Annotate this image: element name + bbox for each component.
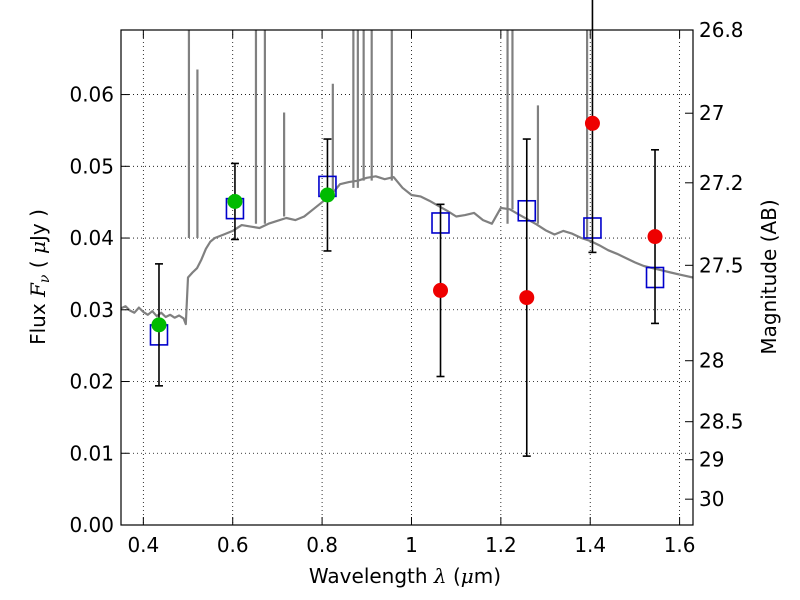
y2-tick-label: 28.5	[699, 410, 744, 434]
y-tick-label: 0.04	[69, 226, 114, 250]
x-tick-label: 1.2	[485, 533, 517, 557]
y2-tick-label: 27.2	[699, 171, 744, 195]
y2-tick-label: 30	[699, 487, 724, 511]
y2-tick-label: 27	[699, 101, 724, 125]
x-axis-label: Wavelength λ (μm)	[309, 564, 501, 588]
y2-tick-label: 28	[699, 349, 724, 373]
green-point	[151, 317, 167, 333]
red-point	[433, 282, 449, 298]
axis-ticks: 0.4 0.6 0.8 1 1.2 1.4 1.6 0.00 0.01 0.02 0.03 0.04 0…	[69, 18, 743, 557]
y-tick-label: 0.00	[69, 513, 114, 537]
y-tick-label: 0.01	[69, 441, 114, 465]
y-tick-label: 0.02	[69, 370, 114, 394]
x-tick-label: 1.6	[664, 533, 696, 557]
y-tick-label: 0.05	[69, 154, 114, 178]
x-tick-label: 1.4	[574, 533, 606, 557]
y-axis-label: Flux Fν ( μJy )	[26, 209, 53, 345]
green-point	[227, 193, 243, 209]
plot-frame	[120, 29, 694, 526]
red-point	[519, 290, 535, 306]
y2-tick-label: 29	[699, 448, 724, 472]
red-point	[584, 115, 600, 131]
plot-area	[121, 30, 693, 326]
red-point	[647, 229, 663, 245]
x-tick-label: 0.8	[306, 533, 338, 557]
grid	[121, 30, 693, 525]
x-tick-label: 0.4	[127, 533, 159, 557]
markers	[149, 0, 665, 457]
y-tick-label: 0.06	[69, 83, 114, 107]
x-tick-label: 0.6	[217, 533, 249, 557]
green-point	[319, 187, 335, 203]
y-tick-label: 0.03	[69, 298, 114, 322]
y2-axis-label: Magnitude (AB)	[757, 199, 781, 354]
plot-background	[121, 30, 693, 525]
y2-tick-label: 26.8	[699, 18, 744, 42]
x-tick-label: 1	[405, 533, 418, 557]
y2-tick-label: 27.5	[699, 253, 744, 277]
